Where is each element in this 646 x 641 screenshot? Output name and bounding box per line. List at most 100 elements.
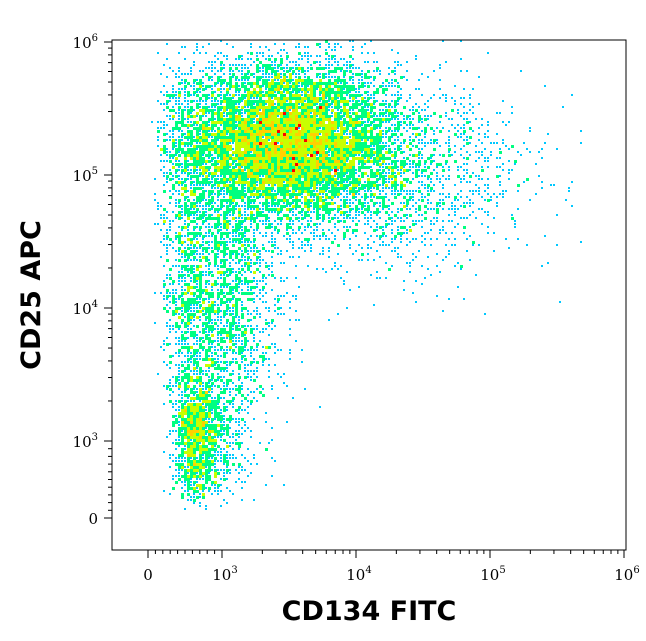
event-dot — [181, 148, 184, 151]
event-dot — [229, 76, 232, 79]
event-dot — [463, 178, 465, 180]
event-dot — [343, 187, 346, 190]
event-dot — [349, 211, 351, 213]
event-dot — [253, 91, 256, 94]
event-dot — [241, 79, 243, 81]
event-dot — [193, 100, 195, 102]
event-dot — [370, 166, 372, 168]
event-dot — [328, 208, 331, 211]
event-dot — [181, 163, 183, 165]
event-dot — [307, 154, 309, 156]
event-dot — [409, 166, 411, 168]
event-dot — [253, 199, 256, 202]
event-dot — [214, 253, 217, 256]
event-dot — [274, 139, 277, 142]
event-dot — [424, 118, 427, 121]
event-dot — [409, 160, 411, 162]
event-dot — [163, 127, 165, 129]
event-dot — [247, 142, 250, 145]
event-dot — [325, 145, 328, 148]
event-dot — [334, 46, 336, 48]
event-dot — [385, 133, 387, 135]
event-dot — [277, 124, 280, 127]
event-dot — [247, 286, 249, 288]
event-dot — [211, 133, 214, 136]
event-dot — [358, 82, 360, 84]
event-dot — [187, 199, 190, 202]
event-dot — [190, 232, 193, 235]
event-dot — [289, 121, 292, 124]
event-dot — [196, 100, 198, 102]
event-dot — [160, 91, 162, 93]
event-dot — [442, 220, 444, 222]
event-dot — [403, 196, 406, 199]
event-dot — [331, 124, 334, 127]
event-dot — [175, 292, 177, 294]
event-dot — [325, 163, 328, 166]
event-dot — [328, 163, 331, 166]
event-dot — [394, 175, 397, 178]
event-dot — [193, 244, 196, 247]
event-dot — [418, 154, 420, 156]
event-dot — [238, 238, 241, 241]
event-dot — [352, 157, 355, 160]
event-dot — [340, 142, 343, 145]
event-dot — [304, 160, 307, 163]
event-dot — [325, 115, 328, 118]
event-dot — [199, 202, 201, 204]
event-dot — [247, 265, 250, 268]
event-dot — [259, 100, 262, 103]
event-dot — [325, 238, 327, 240]
event-dot — [274, 163, 277, 166]
event-dot — [184, 163, 187, 166]
event-dot — [295, 157, 298, 160]
event-dot — [319, 64, 321, 66]
event-dot — [289, 73, 292, 76]
event-dot — [205, 142, 208, 145]
event-dot — [262, 145, 265, 148]
event-dot — [280, 220, 282, 222]
event-dot — [331, 121, 334, 124]
event-dot — [298, 82, 300, 84]
event-dot — [193, 217, 195, 219]
event-dot — [379, 184, 381, 186]
event-dot — [352, 127, 355, 130]
event-dot — [292, 106, 295, 109]
event-dot — [250, 97, 252, 99]
event-dot — [316, 109, 319, 112]
event-dot — [268, 268, 270, 270]
event-dot — [166, 229, 168, 231]
event-dot — [235, 169, 238, 172]
event-dot — [313, 127, 316, 130]
event-dot — [193, 187, 196, 190]
event-dot — [319, 85, 322, 88]
event-dot — [181, 133, 184, 136]
event-dot — [328, 94, 331, 97]
event-dot — [358, 211, 360, 213]
event-dot — [334, 127, 337, 130]
event-dot — [433, 130, 435, 132]
event-dot — [205, 232, 207, 234]
event-dot — [391, 217, 393, 219]
event-dot — [277, 76, 280, 79]
event-dot — [202, 163, 204, 165]
event-dot — [421, 139, 423, 141]
event-dot — [169, 196, 172, 199]
event-dot — [358, 154, 360, 156]
event-dot — [217, 265, 219, 267]
event-dot — [286, 103, 289, 106]
event-dot — [226, 109, 228, 111]
event-dot — [280, 151, 283, 154]
event-dot — [376, 214, 378, 216]
event-dot — [268, 154, 271, 157]
event-dot — [313, 181, 316, 184]
event-dot — [340, 175, 343, 178]
event-dot — [364, 160, 367, 163]
event-dot — [289, 130, 292, 133]
event-dot — [178, 283, 180, 285]
event-dot — [256, 139, 259, 142]
event-dot — [322, 232, 325, 235]
event-dot — [205, 127, 208, 130]
event-dot — [352, 160, 355, 163]
event-dot — [331, 82, 334, 85]
